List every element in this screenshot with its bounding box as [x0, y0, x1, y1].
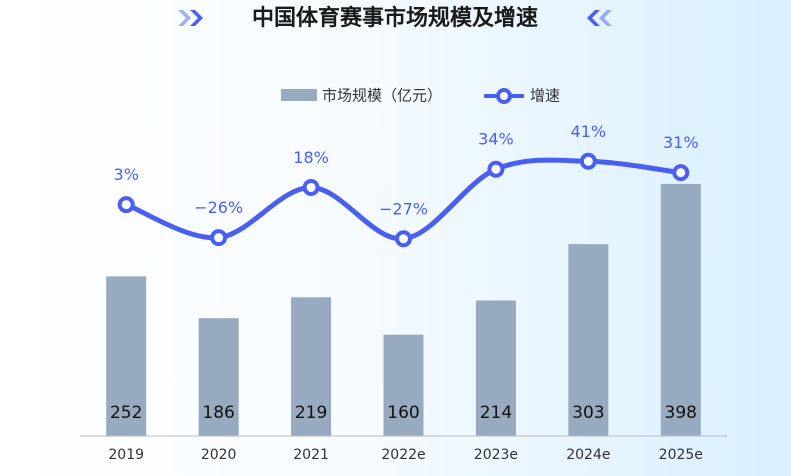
- x-tick-label: 2021: [293, 447, 329, 463]
- bar-value-label: 398: [665, 403, 697, 423]
- bar: [106, 276, 147, 436]
- legend-swatch: [281, 89, 317, 101]
- bar-value-label: 160: [387, 403, 419, 423]
- x-tick-label: 2024e: [566, 447, 610, 463]
- bar: [291, 297, 332, 436]
- line-value-label: −26%: [194, 198, 243, 217]
- bar: [383, 334, 424, 436]
- line-value-label: 3%: [114, 165, 139, 184]
- bar: [475, 300, 516, 436]
- bar: [198, 318, 239, 436]
- x-tick-label: 2019: [108, 447, 144, 463]
- legend-marker: [496, 88, 512, 104]
- line-marker: [672, 164, 690, 182]
- line-value-label: 18%: [293, 148, 329, 167]
- bar: [660, 183, 701, 436]
- x-tick-label: 2025e: [659, 447, 703, 463]
- bar-value-label: 214: [480, 403, 512, 423]
- line-value-label: −27%: [379, 199, 428, 218]
- line-marker: [395, 230, 412, 248]
- legend-label: 增速: [530, 87, 560, 105]
- line-marker: [579, 152, 597, 170]
- line-value-label: 41%: [571, 122, 607, 141]
- x-tick-label: 2023e: [474, 447, 518, 463]
- bar-value-label: 186: [202, 403, 234, 423]
- legend-label: 市场规模（亿元）: [322, 87, 442, 105]
- bar: [568, 244, 609, 436]
- x-tick-label: 2020: [201, 447, 237, 463]
- line-value-label: 34%: [478, 130, 514, 149]
- line-marker: [210, 229, 228, 247]
- title-decoration: [178, 10, 612, 26]
- line-value-label: 31%: [663, 133, 699, 152]
- bar-value-label: 303: [572, 403, 604, 423]
- bar-value-label: 219: [295, 403, 327, 423]
- bar-value-label: 252: [110, 403, 142, 423]
- chart-title: 中国体育赛事市场规模及增速: [252, 5, 538, 31]
- line-marker: [117, 196, 135, 214]
- line-marker: [302, 178, 320, 196]
- x-tick-label: 2022e: [381, 447, 425, 463]
- line-marker: [487, 160, 505, 178]
